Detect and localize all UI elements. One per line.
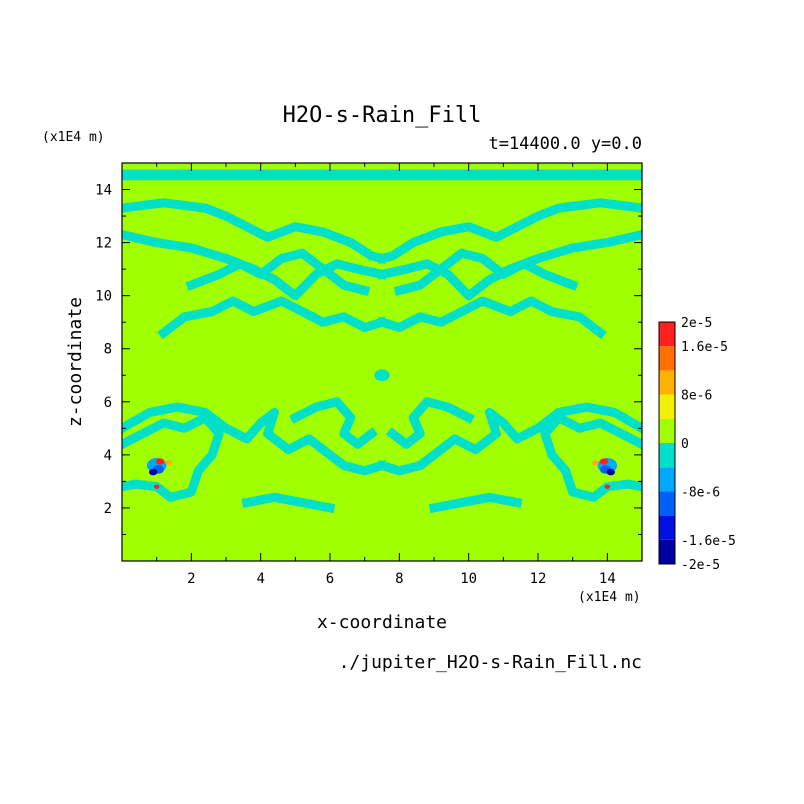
x-unit-label: (x1E4 m) xyxy=(578,590,641,605)
y-tick-label: 2 xyxy=(104,501,112,517)
plot-frame xyxy=(121,162,643,562)
colorbar-segment xyxy=(659,394,675,419)
x-tick-label: 14 xyxy=(599,571,616,587)
y-tick-label: 12 xyxy=(95,236,112,252)
colorbar-segment xyxy=(659,491,675,516)
colorbar-segment xyxy=(659,370,675,395)
colorbar-segment xyxy=(659,322,675,347)
x-axis-ticks: 2 4 6 8 10 12 14 xyxy=(156,163,616,587)
x-tick-label: 6 xyxy=(326,571,334,587)
contour-band-2 xyxy=(122,229,388,301)
y-tick-label: 4 xyxy=(104,448,112,464)
colorbar: 2e-5 1.6e-5 8e-6 0 -8e-6 -1.6e-5 -2e-5 xyxy=(658,316,736,573)
top-band xyxy=(122,169,642,181)
x-tick-label: 8 xyxy=(395,571,403,587)
x-tick-label: 10 xyxy=(460,571,477,587)
colorbar-segment xyxy=(659,467,675,492)
contour-spot-9 xyxy=(606,468,615,476)
colorbar-label: 0 xyxy=(681,437,689,452)
y-tick-label: 14 xyxy=(95,183,112,199)
plot-area xyxy=(121,162,643,562)
colorbar-label: -8e-6 xyxy=(681,485,720,500)
colorbar-frame xyxy=(658,321,676,565)
contour-band-15 xyxy=(428,492,523,514)
field-contours xyxy=(122,169,642,514)
colorbar-segment xyxy=(659,539,675,564)
colorbar-label: 8e-6 xyxy=(681,389,712,404)
contour-band-10 xyxy=(122,402,388,476)
contour-band-12 xyxy=(289,397,378,449)
y-tick-label: 10 xyxy=(95,289,112,305)
colorbar-label: 1.6e-5 xyxy=(681,340,728,355)
chart-title: H2O-s-Rain_Fill xyxy=(283,103,482,128)
contour-band-0 xyxy=(122,198,388,264)
y-axis-label: z-coordinate xyxy=(65,297,86,427)
x-axis-label: x-coordinate xyxy=(317,612,447,633)
colorbar-label: 2e-5 xyxy=(681,316,712,331)
chart-subtitle: t=14400.0 y=0.0 xyxy=(488,134,642,154)
plot-background xyxy=(122,163,642,561)
contour-band-5 xyxy=(376,296,607,340)
contour-band-7 xyxy=(393,248,579,296)
colorbar-segment xyxy=(659,346,675,371)
contour-band-4 xyxy=(157,296,388,340)
colorbar-segment xyxy=(659,443,675,468)
contour-band-6 xyxy=(185,248,371,296)
contour-spot-10 xyxy=(599,458,609,465)
x-tick-label: 2 xyxy=(187,571,195,587)
contour-spot-4 xyxy=(155,458,165,465)
y-axis-ticks: 2 4 6 8 10 12 14 xyxy=(95,183,642,535)
contour-spot-12 xyxy=(604,484,611,489)
contour-band-1 xyxy=(376,198,642,264)
contour-spot-6 xyxy=(153,484,160,489)
contour-band-11 xyxy=(376,402,642,476)
contour-spot-11 xyxy=(591,460,599,466)
colorbar-label: -2e-5 xyxy=(681,558,720,573)
source-file-label: ./jupiter_H2O-s-Rain_Fill.nc xyxy=(339,652,642,673)
x-tick-label: 4 xyxy=(256,571,264,587)
contour-spot-5 xyxy=(165,460,173,466)
contour-band-14 xyxy=(241,492,336,514)
x-tick-label: 12 xyxy=(530,571,547,587)
contour-spot-3 xyxy=(149,468,158,476)
colorbar-label: -1.6e-5 xyxy=(681,534,736,549)
y-tick-label: 6 xyxy=(104,395,112,411)
colorbar-segment xyxy=(659,515,675,540)
y-tick-label: 8 xyxy=(104,342,112,358)
contour-band-3 xyxy=(376,229,642,301)
y-unit-label: (x1E4 m) xyxy=(42,130,105,145)
contour-spot-0 xyxy=(374,369,390,382)
colorbar-segment xyxy=(659,418,675,443)
contour-band-13 xyxy=(386,397,475,449)
